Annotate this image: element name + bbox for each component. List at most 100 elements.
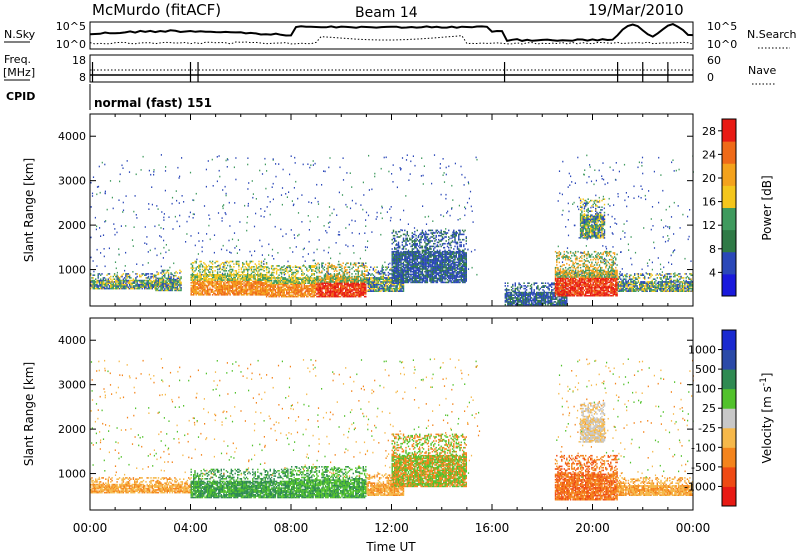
- heatmap-cell: [204, 280, 206, 283]
- heatmap-cell: [426, 248, 429, 250]
- heatmap-cell: [112, 278, 114, 280]
- heatmap-cell: [244, 284, 246, 287]
- heatmap-cell: [435, 273, 437, 276]
- heatmap-cell: [200, 284, 202, 287]
- heatmap-cell: [335, 295, 337, 298]
- heatmap-cell: [505, 297, 508, 299]
- heatmap-cell: [155, 282, 157, 285]
- heatmap-cell: [306, 290, 308, 292]
- heatmap-cell: [326, 286, 328, 288]
- heatmap-cell: [336, 283, 338, 286]
- heatmap-cell: [378, 289, 381, 291]
- heatmap-cell: [327, 285, 329, 287]
- heatmap-cell: [464, 252, 466, 254]
- heatmap-cell: [425, 237, 427, 240]
- heatmap-cell: [433, 234, 435, 237]
- heatmap-cell: [446, 253, 449, 256]
- heatmap-cell: [321, 279, 323, 282]
- heatmap-cell: [455, 277, 457, 280]
- heatmap-cell: [139, 285, 141, 287]
- heatmap-cell: [436, 262, 439, 265]
- heatmap-cell: [338, 283, 341, 286]
- heatmap-cell: [405, 238, 407, 241]
- heatmap-cell: [343, 285, 346, 287]
- heatmap-cell: [201, 288, 204, 291]
- heatmap-cell: [269, 278, 271, 280]
- heatmap-cell: [433, 249, 435, 252]
- heatmap-cell: [341, 286, 343, 288]
- heatmap-cell: [301, 269, 303, 271]
- heatmap-cell: [152, 279, 155, 282]
- heatmap-cell: [331, 281, 333, 283]
- heatmap-cell: [396, 253, 398, 256]
- heatmap-cell: [382, 273, 385, 275]
- heatmap-cell: [421, 250, 424, 253]
- heatmap-cell: [338, 295, 341, 298]
- heatmap-cell: [458, 249, 460, 252]
- heatmap-cell: [101, 281, 103, 283]
- heatmap-cell: [219, 292, 221, 295]
- heatmap-cell: [426, 265, 429, 268]
- heatmap-cell: [414, 233, 416, 236]
- heatmap-cell: [425, 273, 427, 276]
- heatmap-cell: [230, 287, 233, 289]
- heatmap-cell: [458, 260, 460, 262]
- heatmap-cell: [287, 271, 289, 274]
- heatmap-cell: [225, 275, 228, 277]
- heatmap-cell: [338, 287, 341, 290]
- heatmap-cell: [441, 280, 444, 282]
- heatmap-cell: [193, 294, 195, 296]
- heatmap-cell: [233, 275, 235, 277]
- heatmap-cell: [458, 237, 460, 240]
- heatmap-cell: [299, 267, 302, 270]
- heatmap-cell: [98, 279, 101, 282]
- heatmap-cell: [433, 270, 435, 273]
- heatmap-cell: [419, 238, 421, 241]
- heatmap-cell: [280, 282, 283, 284]
- heatmap-cell: [171, 286, 174, 289]
- heatmap-cell: [424, 241, 426, 244]
- heatmap-cell: [270, 266, 273, 268]
- heatmap-cell: [263, 288, 265, 291]
- heatmap-cell: [292, 285, 294, 287]
- heatmap-cell: [238, 280, 240, 283]
- heatmap-cell: [116, 277, 118, 279]
- heatmap-cell: [394, 266, 396, 269]
- heatmap-cell: [397, 260, 400, 262]
- heatmap-cell: [386, 266, 388, 268]
- heatmap-cell: [318, 289, 320, 291]
- heatmap-cell: [329, 295, 332, 298]
- heatmap-cell: [347, 291, 349, 294]
- heatmap-cell: [463, 281, 465, 284]
- heatmap-cell: [360, 290, 362, 292]
- heatmap-cell: [140, 283, 142, 286]
- heatmap-cell: [268, 277, 270, 279]
- heatmap-cell: [171, 285, 174, 288]
- heatmap-cell: [453, 236, 455, 238]
- heatmap-cell: [228, 282, 230, 284]
- heatmap-cell: [164, 274, 166, 277]
- heatmap-cell: [352, 279, 354, 282]
- heatmap-cell: [201, 294, 204, 296]
- heatmap-cell: [396, 268, 398, 270]
- heatmap-cell: [240, 278, 243, 280]
- heatmap-cell: [170, 286, 172, 289]
- heatmap-cell: [262, 294, 264, 296]
- freq-right-tick-bottom: 0: [707, 71, 714, 84]
- heatmap-cell: [130, 286, 132, 288]
- heatmap-cell: [199, 274, 201, 276]
- heatmap-cell: [422, 256, 425, 258]
- heatmap-cell: [394, 273, 396, 276]
- heatmap-cell: [194, 260, 196, 263]
- heatmap-cell: [399, 245, 401, 248]
- heatmap-cell: [435, 261, 437, 264]
- heatmap-cell: [319, 295, 322, 298]
- heatmap-cell: [155, 279, 157, 282]
- heatmap-cell: [394, 282, 396, 284]
- heatmap-cell: [230, 266, 233, 268]
- heatmap-cell: [219, 280, 221, 283]
- heatmap-cell: [411, 240, 413, 242]
- heatmap-cell: [438, 245, 440, 248]
- heatmap-cell: [243, 263, 245, 265]
- heatmap-cell: [453, 230, 455, 233]
